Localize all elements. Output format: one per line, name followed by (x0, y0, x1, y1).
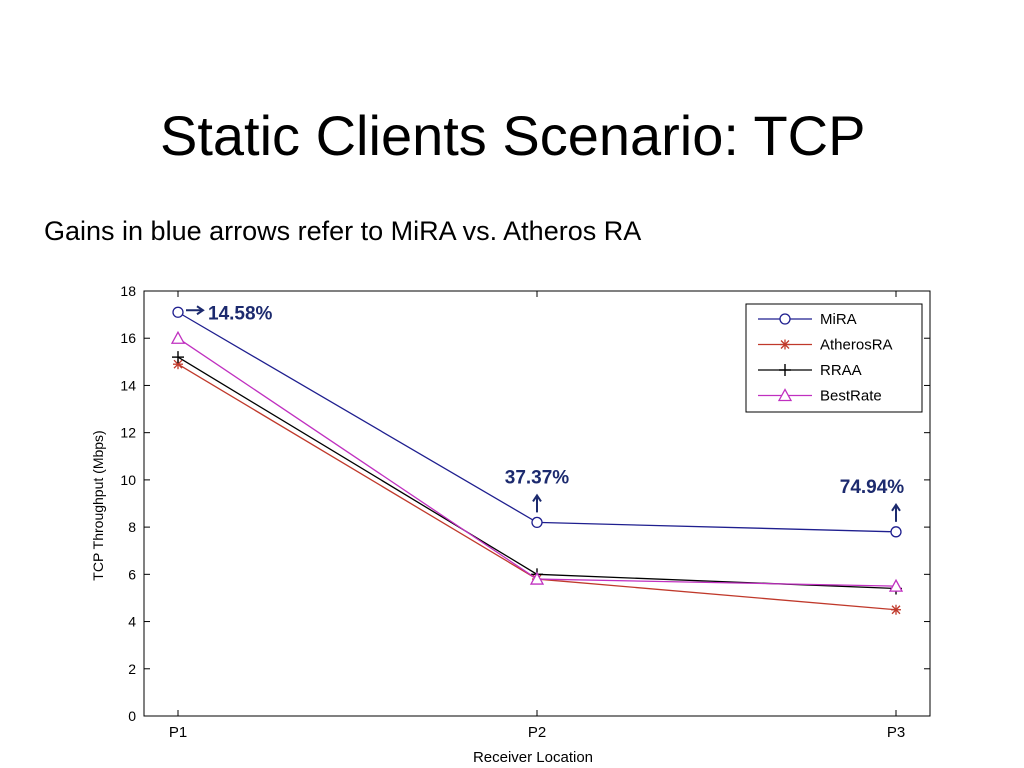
y-axis-label: TCP Throughput (Mbps) (90, 430, 106, 580)
legend-box (745, 303, 923, 413)
legend-label-rraa: RRAA (820, 362, 862, 379)
data-point-atherosra (173, 359, 183, 370)
legend-marker-bestrate (777, 388, 793, 402)
gain-annotation-p2: 37.37% (505, 467, 570, 513)
legend-label-mira: MiRA (820, 311, 857, 328)
data-point-mira (890, 526, 902, 538)
series-bestrate (170, 330, 904, 592)
data-point-atherosra (891, 604, 901, 615)
gain-label: 37.37% (505, 467, 570, 488)
y-tick-label: 18 (120, 283, 136, 299)
gain-annotation-p1: 14.58% (186, 303, 273, 324)
y-tick-label: 16 (120, 330, 136, 346)
slide-title: Static Clients Scenario: TCP (160, 104, 866, 167)
legend-label-atherosra: AtherosRA (820, 337, 893, 354)
gain-label: 74.94% (840, 477, 905, 498)
x-tick-label-p1: P1 (169, 724, 187, 741)
data-point-bestrate (529, 571, 545, 585)
x-tick-label-p2: P2 (528, 724, 546, 741)
y-tick-label: 8 (128, 519, 136, 535)
gain-annotation-p3: 74.94% (840, 477, 905, 522)
y-tick-label: 2 (128, 661, 136, 677)
legend: MiRA AtherosRA RRAA BestRate (745, 303, 923, 413)
data-point-rraa (172, 351, 184, 364)
data-point-bestrate (170, 330, 186, 344)
series-mira (172, 306, 902, 538)
y-tick-label: 12 (120, 425, 136, 441)
y-tick-label: 6 (128, 566, 136, 582)
legend-label-bestrate: BestRate (820, 388, 882, 405)
data-point-bestrate (888, 578, 904, 592)
legend-marker-rraa (779, 364, 791, 376)
y-tick-label: 14 (120, 377, 136, 393)
y-tick-label: 4 (128, 614, 136, 630)
data-point-mira (172, 306, 184, 318)
x-tick-label-p3: P3 (887, 724, 905, 741)
data-point-mira (531, 516, 543, 529)
y-tick-label: 10 (120, 472, 136, 488)
legend-marker-atherosra (780, 339, 790, 350)
legend-marker-mira (779, 313, 791, 325)
gain-label: 14.58% (208, 303, 273, 324)
x-axis-label: Receiver Location (473, 749, 593, 766)
y-tick-label: 0 (128, 708, 136, 724)
slide-subtitle: Gains in blue arrows refer to MiRA vs. A… (44, 216, 642, 246)
